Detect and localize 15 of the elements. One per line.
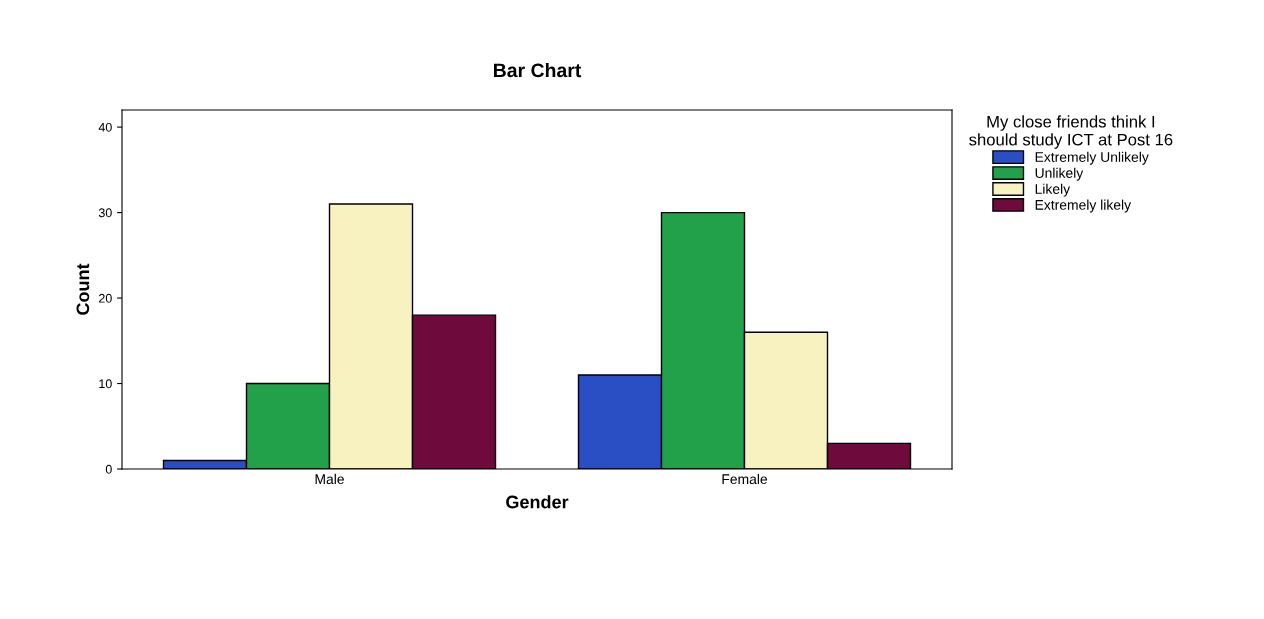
x-axis-title: Gender	[506, 495, 569, 509]
x-tick-label: Male	[315, 473, 344, 485]
x-tick-label: Female	[722, 473, 768, 485]
legend-label: Extremely likely	[1035, 199, 1132, 213]
legend-label: Unlikely	[1035, 167, 1084, 181]
y-tick-label: 0	[105, 464, 112, 474]
y-axis-title: Count	[76, 263, 90, 315]
y-tick-label: 40	[98, 122, 112, 132]
y-tick-label: 10	[99, 379, 112, 389]
y-tick-label: 30	[98, 208, 112, 218]
legend-label: Likely	[1035, 183, 1071, 197]
y-tick-label: 20	[99, 293, 112, 303]
chart-title: Bar Chart	[494, 62, 582, 78]
legend-label: Extremely Unlikely	[1035, 151, 1149, 165]
legend-title: My close friends think I should study ICT at Post 16	[969, 115, 1173, 149]
